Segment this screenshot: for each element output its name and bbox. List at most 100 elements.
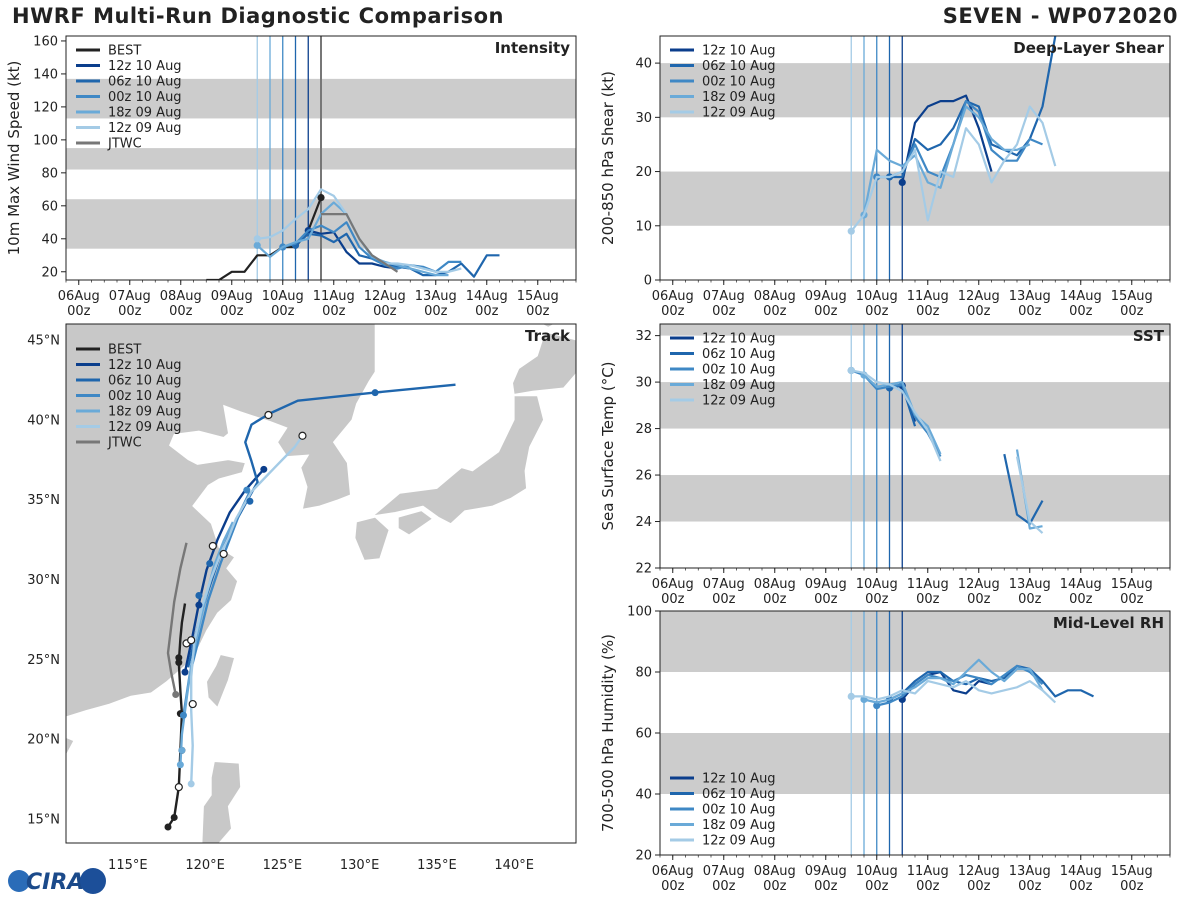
honshu: [372, 395, 544, 525]
logo-text: CIRA: [26, 870, 85, 895]
rh-x-tick-label: 13Aug: [1009, 864, 1051, 879]
track-marker: [187, 780, 195, 788]
sst-x-tick-label: 00z: [814, 592, 838, 607]
intensity-y-tick-label: 20: [41, 265, 58, 280]
track-marker: [188, 699, 197, 709]
intensity-y-tick-label: 80: [41, 166, 58, 181]
sst-x-tick-label: 14Aug: [1060, 577, 1102, 592]
shear-series-line: [862, 105, 1031, 216]
rh-series-line: [851, 679, 1057, 704]
intensity-x-tick-label: 00z: [322, 304, 346, 319]
track-marker: [172, 690, 180, 698]
shear-x-tick-label: 12Aug: [958, 289, 1000, 304]
track-lat-label: 40°N: [27, 413, 60, 428]
intensity-plot-area: [66, 36, 576, 280]
track-marker: [178, 746, 186, 754]
sakhalin: [541, 324, 555, 328]
rh-x-tick-label: 08Aug: [754, 864, 796, 879]
sst-legend-label: 12z 09 Aug: [702, 394, 776, 409]
intensity-x-tick-label: 10Aug: [262, 289, 304, 304]
track-marker: [181, 668, 189, 676]
track-marker: [174, 783, 183, 792]
shear-x-tick-label: 07Aug: [703, 289, 745, 304]
track-marker: [243, 486, 251, 494]
sst-x-tick-label: 09Aug: [805, 577, 847, 592]
sst-y-axis-label: Sea Surface Temp (°C): [599, 361, 617, 530]
shear-band: [660, 171, 1170, 226]
rh-x-tick-label: 00z: [814, 879, 838, 894]
intensity-y-tick-label: 100: [33, 133, 58, 148]
shear-y-tick-label: 30: [635, 111, 652, 126]
sst-band: [660, 324, 1170, 336]
shear-x-tick-label: 00z: [1120, 304, 1144, 319]
globe-icon: [8, 870, 30, 892]
rh-y-tick-label: 20: [635, 849, 652, 864]
shear-x-tick-label: 00z: [967, 304, 991, 319]
shear-series-marker: [898, 178, 906, 186]
sst-series-line: [863, 374, 942, 455]
track-legend-label: 12z 09 Aug: [108, 420, 182, 435]
sst-y-tick-label: 28: [635, 422, 652, 437]
track-legend-label: BEST: [108, 343, 141, 358]
rh-y-tick-label: 80: [635, 666, 652, 681]
rh-x-tick-label: 11Aug: [907, 864, 949, 879]
sst-title: SST: [1133, 327, 1165, 345]
track-lon-label: 115°E: [108, 858, 148, 873]
intensity-x-tick-label: 00z: [67, 304, 91, 319]
shear-series-line: [850, 105, 1057, 232]
intensity-x-tick-label: 15Aug: [517, 289, 559, 304]
rh-series-line: [889, 664, 1094, 701]
track-marker: [206, 560, 214, 568]
track-marker: [175, 659, 183, 667]
sst-x-tick-label: 06Aug: [652, 577, 694, 592]
rh-series-line: [863, 658, 1044, 704]
intensity-series-line: [294, 232, 500, 278]
sst-x-tick-label: 00z: [712, 592, 736, 607]
sst-legend-label: 12z 10 Aug: [702, 332, 776, 347]
intensity-y-tick-label: 60: [41, 199, 58, 214]
shear-y-tick-label: 10: [635, 219, 652, 234]
rh-x-tick-label: 09Aug: [805, 864, 847, 879]
intensity-series-line: [308, 229, 398, 270]
intensity-x-tick-label: 00z: [475, 304, 499, 319]
track-map-area: [66, 324, 576, 843]
shear-y-axis-label: 200-850 hPa Shear (kt): [599, 71, 617, 245]
sst-x-tick-label: 10Aug: [856, 577, 898, 592]
intensity-x-tick-label: 00z: [424, 304, 448, 319]
intensity-x-tick-label: 07Aug: [109, 289, 151, 304]
track-legend-label: 06z 10 Aug: [108, 374, 182, 389]
track-lat-label: 20°N: [27, 733, 60, 748]
sst-panel: 06Aug00z07Aug00z08Aug00z09Aug00z10Aug00z…: [599, 323, 1171, 607]
shear-legend-label: 18z 09 Aug: [702, 90, 776, 105]
sst-x-tick-label: 07Aug: [703, 577, 745, 592]
track-line: [166, 542, 188, 695]
track-marker: [371, 389, 379, 397]
shear-x-tick-label: 00z: [763, 304, 787, 319]
rh-legend-label: 18z 09 Aug: [702, 818, 776, 833]
rh-y-tick-label: 60: [635, 727, 652, 742]
sst-series-line: [851, 369, 942, 462]
sst-x-tick-label: 00z: [1069, 592, 1093, 607]
track-marker: [179, 711, 187, 719]
track-marker: [195, 601, 203, 609]
rh-band: [660, 611, 1170, 672]
rh-legend-label: 00z 10 Aug: [702, 803, 776, 818]
rh-x-tick-label: 00z: [865, 879, 889, 894]
shear-band: [660, 63, 1170, 118]
track-legend-label: JTWC: [107, 436, 142, 451]
shear-x-tick-label: 00z: [814, 304, 838, 319]
intensity-y-tick-label: 120: [33, 100, 58, 115]
sst-x-tick-label: 15Aug: [1111, 577, 1153, 592]
intensity-legend-label: 06z 10 Aug: [108, 75, 182, 90]
intensity-legend-label: JTWC: [107, 137, 142, 152]
track-marker: [219, 549, 228, 559]
track-frame: [65, 323, 577, 844]
intensity-legend-label: BEST: [108, 44, 141, 59]
track-marker: [164, 823, 172, 831]
track-marker: [264, 410, 273, 420]
intensity-series-line: [321, 213, 399, 273]
track-lon-label: 120°E: [185, 858, 225, 873]
rh-x-tick-label: 12Aug: [958, 864, 1000, 879]
sst-legend-label: 18z 09 Aug: [702, 378, 776, 393]
